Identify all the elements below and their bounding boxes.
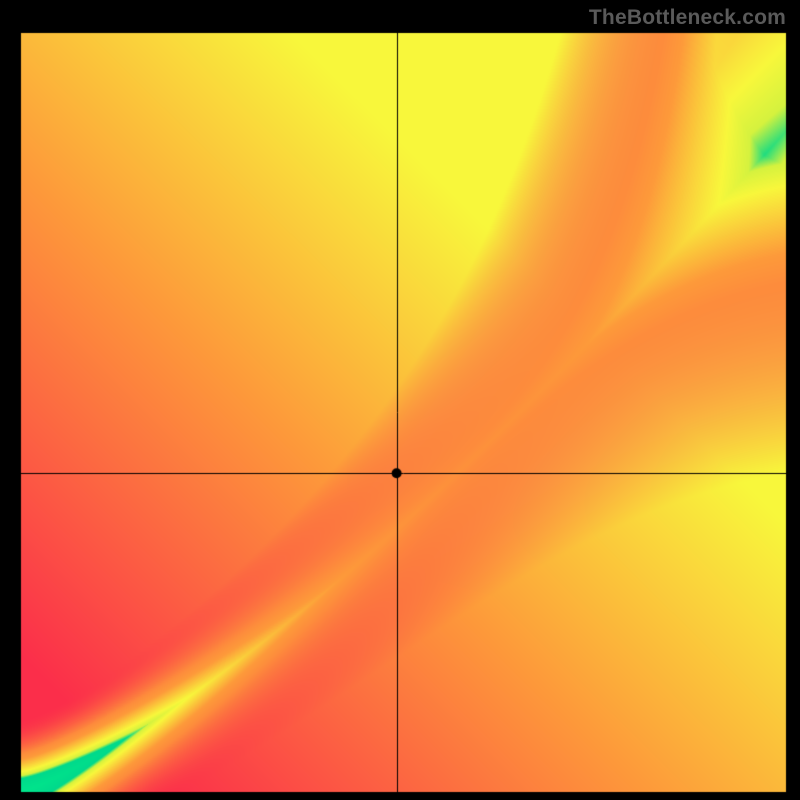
watermark-text: TheBottleneck.com (589, 6, 786, 30)
bottleneck-heatmap (0, 0, 800, 800)
figure-root: TheBottleneck.com (0, 0, 800, 800)
